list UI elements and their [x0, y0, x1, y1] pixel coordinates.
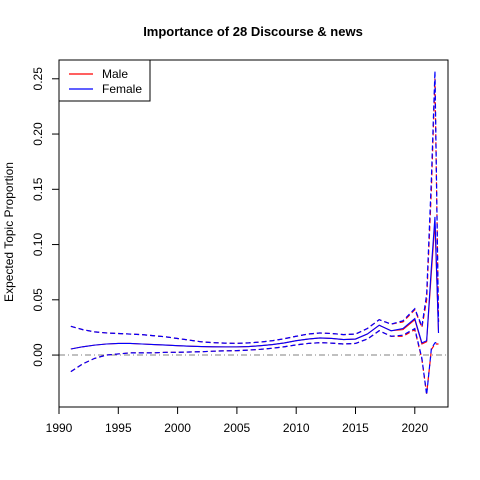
x-tick-label: 2010 [283, 421, 310, 435]
x-tick-label: 2000 [164, 421, 191, 435]
x-tick-label: 1995 [105, 421, 132, 435]
plot-frame [58, 59, 449, 408]
y-tick-label: 0.25 [31, 67, 45, 91]
legend-label-male: Male [102, 67, 128, 81]
series-female-mean-line [70, 216, 440, 350]
plot-lines [59, 71, 448, 395]
series-male-lower-bound [70, 328, 439, 394]
x-tick-label: 2015 [342, 421, 369, 435]
x-tick-label: 2020 [401, 421, 428, 435]
x-tick-label: 2005 [224, 421, 251, 435]
x-axis: 1990 1995 2000 2005 2010 2015 2020 [46, 406, 428, 435]
legend-box [58, 59, 151, 102]
y-axis-label: Expected Topic Proportion [2, 162, 16, 302]
y-tick-label: 0.20 [31, 122, 45, 146]
series-female-lower-bound [70, 327, 439, 395]
y-tick-label: 0.15 [31, 177, 45, 201]
y-tick-label: 0.00 [31, 343, 45, 367]
series-female-upper-bound [70, 71, 440, 344]
legend-label-female: Female [102, 82, 142, 96]
y-tick-label: 0.05 [31, 288, 45, 312]
chart-title: Importance of 28 Discourse & news [143, 24, 363, 39]
x-tick-label: 1990 [46, 421, 73, 435]
y-tick-label: 0.10 [31, 233, 45, 257]
y-axis: 0.00 0.05 0.10 0.15 0.20 0.25 [31, 67, 60, 367]
